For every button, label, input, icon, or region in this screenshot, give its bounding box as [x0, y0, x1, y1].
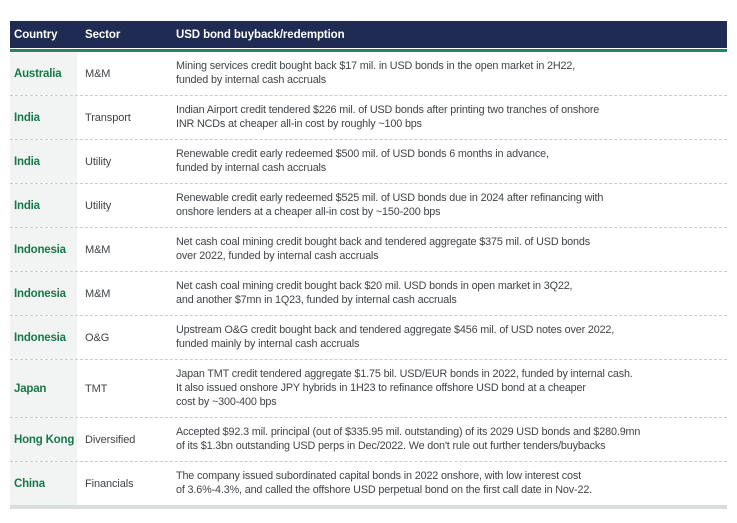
country-label: India: [14, 199, 40, 212]
country-label: Australia: [14, 67, 62, 80]
sector-label: TMT: [85, 382, 108, 395]
description-cell: Upstream O&G credit bought back and tend…: [176, 316, 727, 359]
sector-label: M&M: [85, 243, 111, 256]
table-row: India Utility Renewable credit early red…: [10, 139, 727, 183]
country-cell: China: [10, 462, 77, 505]
table-row: Indonesia M&M Net cash coal mining credi…: [10, 227, 727, 271]
table-row: Indonesia M&M Net cash coal mining credi…: [10, 271, 727, 315]
description-cell: The company issued subordinated capital …: [176, 462, 727, 505]
description-cell: Mining services credit bought back $17 m…: [176, 52, 727, 95]
description-cell: Renewable credit early redeemed $500 mil…: [176, 140, 727, 183]
column-header-sector: Sector: [85, 28, 121, 41]
description-cell: Indian Airport credit tendered $226 mil.…: [176, 96, 727, 139]
sector-cell: Utility: [77, 184, 176, 227]
sector-cell: M&M: [77, 272, 176, 315]
country-label: Indonesia: [14, 331, 66, 344]
description-cell: Renewable credit early redeemed $525 mil…: [176, 184, 727, 227]
table-row: India Transport Indian Airport credit te…: [10, 95, 727, 139]
table-row: India Utility Renewable credit early red…: [10, 183, 727, 227]
country-cell: India: [10, 96, 77, 139]
table-row: Japan TMT Japan TMT credit tendered aggr…: [10, 359, 727, 417]
sector-cell: Diversified: [77, 418, 176, 461]
sector-cell: Financials: [77, 462, 176, 505]
sector-label: O&G: [85, 331, 110, 344]
table-row: Australia M&M Mining services credit bou…: [10, 52, 727, 95]
sector-label: M&M: [85, 287, 111, 300]
table-bottom-border: [10, 505, 727, 509]
sector-cell: M&M: [77, 228, 176, 271]
table-row: Indonesia O&G Upstream O&G credit bought…: [10, 315, 727, 359]
table-row: Hong Kong Diversified Accepted $92.3 mil…: [10, 417, 727, 461]
description-cell: Net cash coal mining credit bought back …: [176, 272, 727, 315]
description-text: Mining services credit bought back $17 m…: [176, 60, 576, 86]
country-label: Hong Kong: [14, 433, 75, 446]
description-text: Upstream O&G credit bought back and tend…: [176, 324, 615, 350]
table-header-row: Country Sector USD bond buyback/redempti…: [10, 21, 727, 48]
sector-label: Diversified: [85, 433, 136, 446]
description-text: Net cash coal mining credit bought back …: [176, 280, 573, 306]
country-label: India: [14, 155, 40, 168]
description-text: Renewable credit early redeemed $500 mil…: [176, 148, 549, 174]
description-text: Accepted $92.3 mil. principal (out of $3…: [176, 426, 641, 452]
column-header-country: Country: [14, 28, 58, 41]
sector-cell: O&G: [77, 316, 176, 359]
country-label: India: [14, 111, 40, 124]
description-cell: Accepted $92.3 mil. principal (out of $3…: [176, 418, 727, 461]
sector-label: Utility: [85, 155, 112, 168]
sector-label: Transport: [85, 111, 131, 124]
country-cell: Japan: [10, 360, 77, 417]
sector-label: Financials: [85, 477, 134, 490]
country-cell: Australia: [10, 52, 77, 95]
sector-cell: Utility: [77, 140, 176, 183]
country-cell: Hong Kong: [10, 418, 77, 461]
description-text: Japan TMT credit tendered aggregate $1.7…: [176, 368, 633, 408]
country-cell: India: [10, 140, 77, 183]
country-cell: Indonesia: [10, 272, 77, 315]
country-label: China: [14, 477, 45, 490]
description-cell: Japan TMT credit tendered aggregate $1.7…: [176, 360, 727, 417]
sector-label: M&M: [85, 67, 111, 80]
column-header-description: USD bond buyback/redemption: [176, 28, 345, 41]
description-cell: Net cash coal mining credit bought back …: [176, 228, 727, 271]
country-cell: Indonesia: [10, 228, 77, 271]
country-cell: India: [10, 184, 77, 227]
sector-cell: M&M: [77, 52, 176, 95]
table-body: Australia M&M Mining services credit bou…: [10, 52, 727, 505]
country-label: Indonesia: [14, 243, 66, 256]
country-label: Japan: [14, 382, 47, 395]
description-text: Indian Airport credit tendered $226 mil.…: [176, 104, 600, 130]
description-text: The company issued subordinated capital …: [176, 470, 593, 496]
sector-label: Utility: [85, 199, 112, 212]
bond-buyback-table: Country Sector USD bond buyback/redempti…: [10, 21, 727, 509]
country-cell: Indonesia: [10, 316, 77, 359]
table-row: China Financials The company issued subo…: [10, 461, 727, 505]
country-label: Indonesia: [14, 287, 66, 300]
header-accent-line: [10, 49, 727, 52]
description-text: Net cash coal mining credit bought back …: [176, 236, 590, 262]
sector-cell: TMT: [77, 360, 176, 417]
sector-cell: Transport: [77, 96, 176, 139]
description-text: Renewable credit early redeemed $525 mil…: [176, 192, 604, 218]
